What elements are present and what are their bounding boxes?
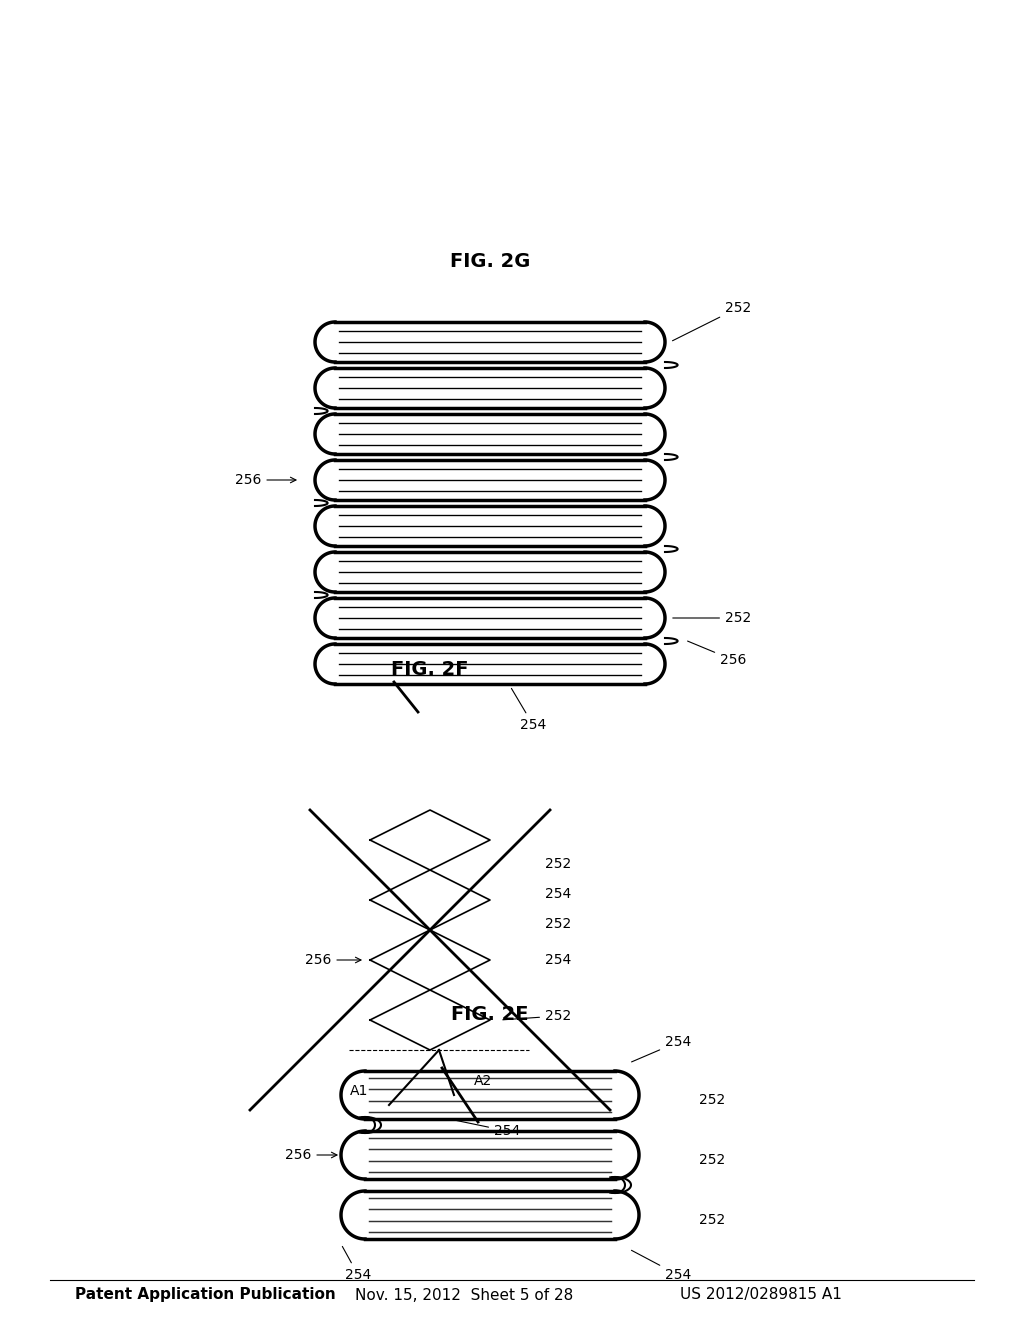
Text: Patent Application Publication: Patent Application Publication [75,1287,336,1303]
Text: 254: 254 [342,1246,372,1282]
Text: 252: 252 [545,857,571,871]
Text: 252: 252 [673,611,752,624]
Text: 254: 254 [545,953,571,968]
Text: FIG. 2F: FIG. 2F [391,660,469,678]
Text: 252: 252 [699,1213,725,1228]
Text: 256: 256 [234,473,296,487]
Text: 252: 252 [699,1152,725,1167]
Text: 252: 252 [503,1008,571,1023]
Text: US 2012/0289815 A1: US 2012/0289815 A1 [680,1287,842,1303]
Text: Nov. 15, 2012  Sheet 5 of 28: Nov. 15, 2012 Sheet 5 of 28 [355,1287,573,1303]
Text: 256: 256 [285,1148,337,1162]
Text: FIG. 2G: FIG. 2G [450,252,530,271]
Text: FIG. 2E: FIG. 2E [452,1006,528,1024]
Text: 254: 254 [632,1250,691,1282]
Text: 256: 256 [687,642,746,667]
Text: 252: 252 [673,301,752,341]
Text: 252: 252 [545,917,571,931]
Text: 254: 254 [632,1035,691,1061]
Text: 252: 252 [699,1093,725,1107]
Text: 254: 254 [511,689,546,733]
Text: A2: A2 [474,1074,493,1088]
Text: 256: 256 [305,953,361,968]
Text: 254: 254 [457,1121,520,1138]
Text: A1: A1 [350,1084,369,1098]
Text: 254: 254 [545,887,571,902]
